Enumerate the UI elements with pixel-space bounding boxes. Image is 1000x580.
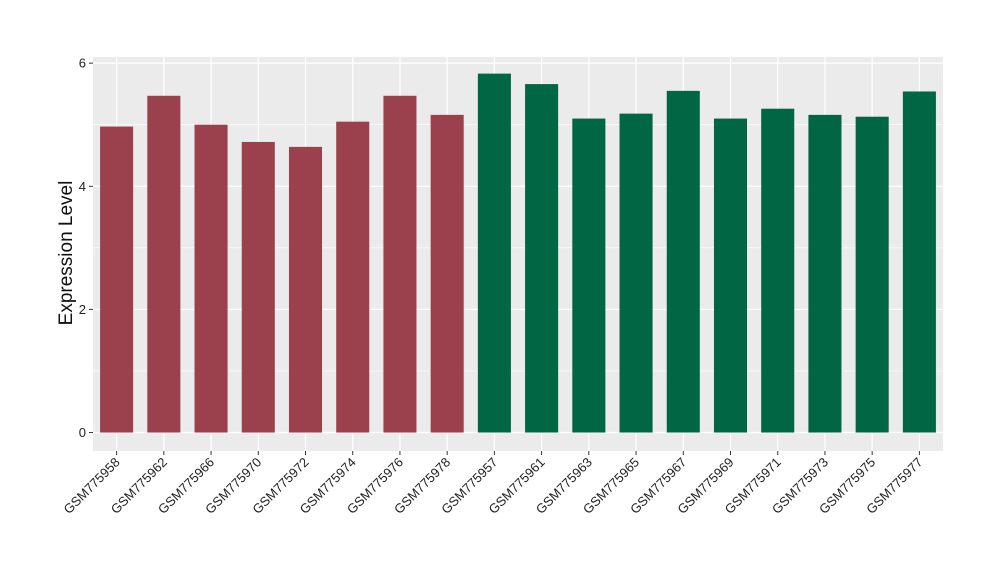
bar-GSM775970 xyxy=(241,141,275,433)
bar-GSM775965 xyxy=(619,113,653,433)
y-tick-label: 4 xyxy=(79,179,86,194)
bar-GSM775957 xyxy=(477,73,511,433)
bar-GSM775975 xyxy=(855,116,889,433)
bar-GSM775972 xyxy=(288,146,323,433)
y-tick-label: 0 xyxy=(79,425,86,440)
y-tick-label: 6 xyxy=(79,56,86,71)
plot-panel xyxy=(93,57,943,451)
bar-GSM775974 xyxy=(336,121,370,433)
bar-GSM775976 xyxy=(383,95,417,433)
bar-GSM775962 xyxy=(147,95,181,433)
bar-GSM775977 xyxy=(902,91,936,433)
bar-GSM775973 xyxy=(808,114,842,433)
bar-GSM775971 xyxy=(761,108,795,433)
y-axis: 0 2 4 6 xyxy=(79,56,93,440)
x-axis: GSM775958GSM775962GSM775966GSM775970GSM7… xyxy=(61,451,926,517)
bar-GSM775978 xyxy=(430,114,464,433)
bar-GSM775966 xyxy=(194,124,228,433)
bar-GSM775963 xyxy=(572,118,606,433)
bar-GSM775958 xyxy=(100,126,134,433)
y-tick-label: 2 xyxy=(79,302,86,317)
bar-GSM775961 xyxy=(525,84,559,433)
y-axis-title: Expression Level xyxy=(56,181,77,326)
bars xyxy=(100,73,936,433)
bar-GSM775967 xyxy=(666,90,700,433)
bar-GSM775969 xyxy=(713,118,748,433)
